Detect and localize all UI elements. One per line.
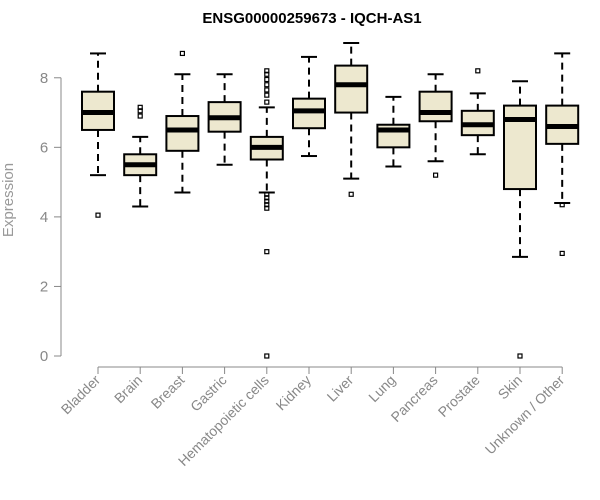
box-2 [165, 50, 200, 194]
outlier-point [348, 191, 354, 197]
outlier-point [179, 50, 185, 57]
boxes-group [81, 42, 580, 359]
outlier-point [264, 191, 270, 197]
box-0 [81, 52, 115, 218]
x-tick-label: Liver [324, 372, 357, 405]
box-9 [460, 68, 495, 156]
y-tick-label: 2 [40, 278, 48, 295]
x-tick-label: Skin [495, 372, 526, 403]
outlier-point [137, 113, 143, 119]
outlier-point [559, 250, 565, 257]
chart-title: ENSG00000259673 - IQCH-AS1 [202, 10, 421, 27]
iqr-box [418, 90, 453, 123]
iqr-box [292, 97, 326, 130]
outlier-point [95, 212, 101, 218]
iqr-box [334, 64, 369, 114]
outlier-point [137, 104, 143, 110]
outlier-point [264, 82, 270, 88]
x-tick-label: Kidney [273, 372, 315, 414]
outlier-point [264, 92, 270, 98]
x-tick-label: Pancreas [388, 372, 441, 425]
box-10 [503, 80, 537, 359]
box-8 [418, 73, 453, 178]
x-tick-label: Brain [111, 372, 145, 406]
x-tick-label: Unknown / Other [482, 372, 568, 458]
iqr-box [165, 115, 200, 152]
outlier-point [433, 172, 439, 178]
x-tick-label: Bladder [58, 372, 104, 418]
box-7 [376, 95, 411, 168]
outlier-point [264, 99, 270, 105]
box-6 [334, 42, 369, 197]
outlier-point [559, 202, 565, 208]
box-4 [249, 68, 284, 359]
x-tick-label: Prostate [435, 372, 483, 420]
outlier-point [264, 249, 270, 255]
y-tick-label: 0 [40, 348, 48, 365]
y-tick-label: 8 [40, 70, 48, 87]
box-1 [123, 104, 158, 208]
outlier-point [517, 353, 523, 359]
y-axis: 0 2 4 6 8 [40, 70, 62, 365]
y-axis-label: Expression [0, 163, 17, 237]
y-tick-label: 6 [40, 139, 48, 156]
x-tick-label: Lung [365, 372, 398, 405]
outlier-point [264, 87, 270, 93]
outlier-point [475, 68, 481, 74]
outlier-point [264, 76, 270, 83]
box-3 [207, 73, 242, 166]
x-tick-label: Breast [148, 372, 188, 412]
outlier-point [264, 353, 270, 359]
y-tick-label: 4 [40, 209, 48, 226]
box-11 [545, 52, 580, 257]
box-5 [292, 55, 326, 158]
outlier-point [264, 68, 270, 74]
